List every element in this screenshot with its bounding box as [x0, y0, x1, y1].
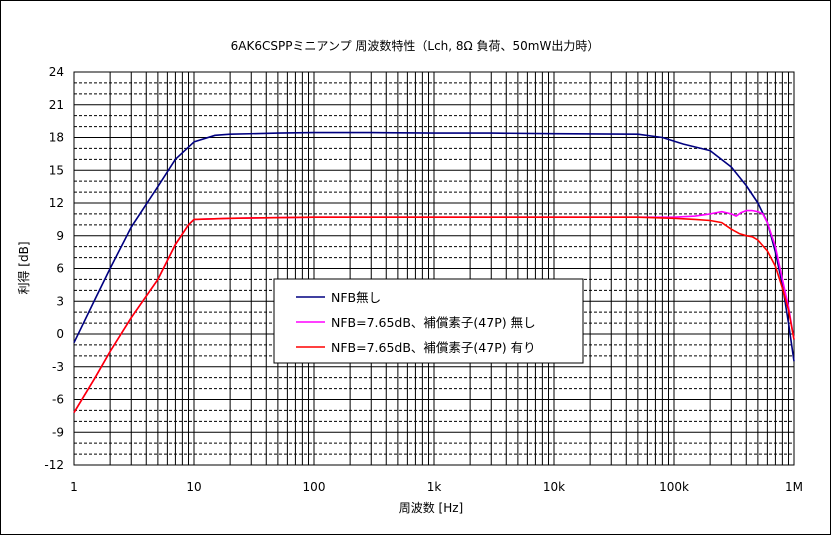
y-tick-label: 0 — [56, 327, 64, 341]
x-tick-label: 100 — [303, 480, 326, 494]
x-tick-label: 10k — [543, 480, 565, 494]
y-tick-label: -3 — [52, 360, 64, 374]
legend-box — [273, 278, 584, 364]
series-line-3 — [73, 216, 795, 414]
x-tick-labels: 1 10 100 1k 10k 100k 1M — [70, 480, 803, 494]
x-tick-label: 1M — [785, 480, 803, 494]
y-tick-label: 24 — [49, 65, 64, 79]
y-tick-label: 18 — [49, 131, 64, 145]
y-axis-label: 利得 [dB] — [16, 241, 31, 294]
series-lines — [73, 131, 795, 414]
y-tick-labels: 24 21 18 15 12 9 6 3 0 -3 -6 -9 -12 — [44, 65, 64, 472]
legend-label: NFB=7.65dB、補償素子(47P) 有り — [331, 340, 536, 355]
y-tick-label: 15 — [49, 163, 64, 177]
x-axis-label: 周波数 [Hz] — [399, 500, 464, 515]
chart-title: 6AK6CSPPミニアンプ 周波数特性（Lch, 8Ω 負荷、50mW出力時） — [231, 38, 600, 53]
y-tick-label: 21 — [49, 98, 64, 112]
plot-area — [73, 71, 795, 466]
y-tick-label: -6 — [52, 393, 64, 407]
x-tick-label: 1k — [427, 480, 442, 494]
legend: NFB無し NFB=7.65dB、補償素子(47P) 無し NFB=7.65dB、補… — [273, 278, 584, 364]
y-tick-label: 6 — [56, 262, 64, 276]
y-tick-label: 3 — [56, 294, 64, 308]
legend-label: NFB=7.65dB、補償素子(47P) 無し — [331, 315, 536, 330]
grid — [73, 71, 794, 466]
legend-label: NFB無し — [331, 290, 381, 305]
y-tick-label: 12 — [49, 196, 64, 210]
y-tick-label: -12 — [44, 458, 64, 472]
y-tick-label: 9 — [56, 229, 64, 243]
x-tick-label: 100k — [659, 480, 689, 494]
x-tick-label: 10 — [186, 480, 201, 494]
x-tick-label: 1 — [70, 480, 78, 494]
y-tick-label: -9 — [52, 425, 64, 439]
